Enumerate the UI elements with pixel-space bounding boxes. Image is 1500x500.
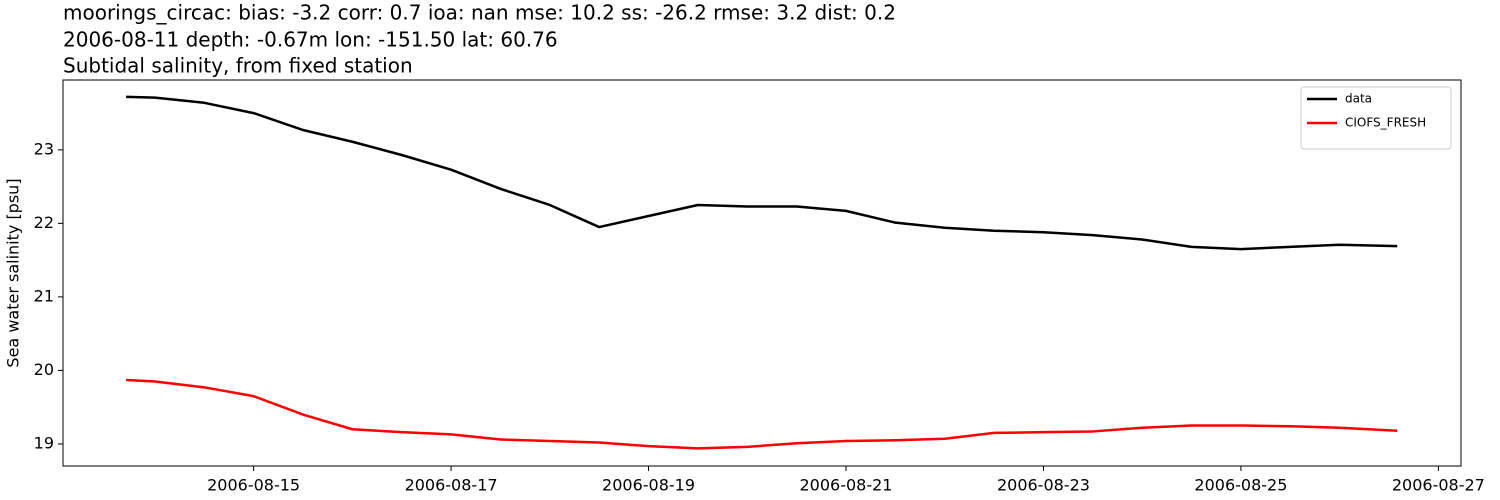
plot-frame: [62, 79, 1462, 467]
x-tick-label: 2006-08-25: [1194, 476, 1287, 495]
data-line: [126, 95, 1398, 251]
x-tick-label: 2006-08-17: [405, 476, 498, 495]
x-tick-label: 2006-08-19: [602, 476, 695, 495]
y-tick-label: 23: [34, 139, 54, 158]
data-line: [126, 378, 1398, 450]
x-tick-label: 2006-08-23: [997, 476, 1090, 495]
y-tick-label: 22: [34, 213, 54, 232]
chart-title: moorings_circac: bias: -3.2 corr: 0.7 io…: [63, 1, 896, 25]
legend-frame: [1300, 86, 1452, 150]
chart-subtitle: Subtidal salinity, from fixed station: [63, 54, 413, 78]
legend-label: data: [1345, 92, 1372, 106]
x-tick-label: 2006-08-27: [1392, 476, 1485, 495]
x-tick-label: 2006-08-15: [207, 476, 300, 495]
x-tick-label: 2006-08-21: [799, 476, 892, 495]
y-tick-label: 21: [34, 286, 54, 305]
y-axis-label: Sea water salinity [psu]: [4, 178, 23, 367]
y-tick-label: 19: [34, 433, 54, 452]
y-tick-label: 20: [34, 360, 54, 379]
legend-label: CIOFS_FRESH: [1345, 116, 1426, 130]
chart-subtitle: 2006-08-11 depth: -0.67m lon: -151.50 la…: [63, 28, 558, 52]
